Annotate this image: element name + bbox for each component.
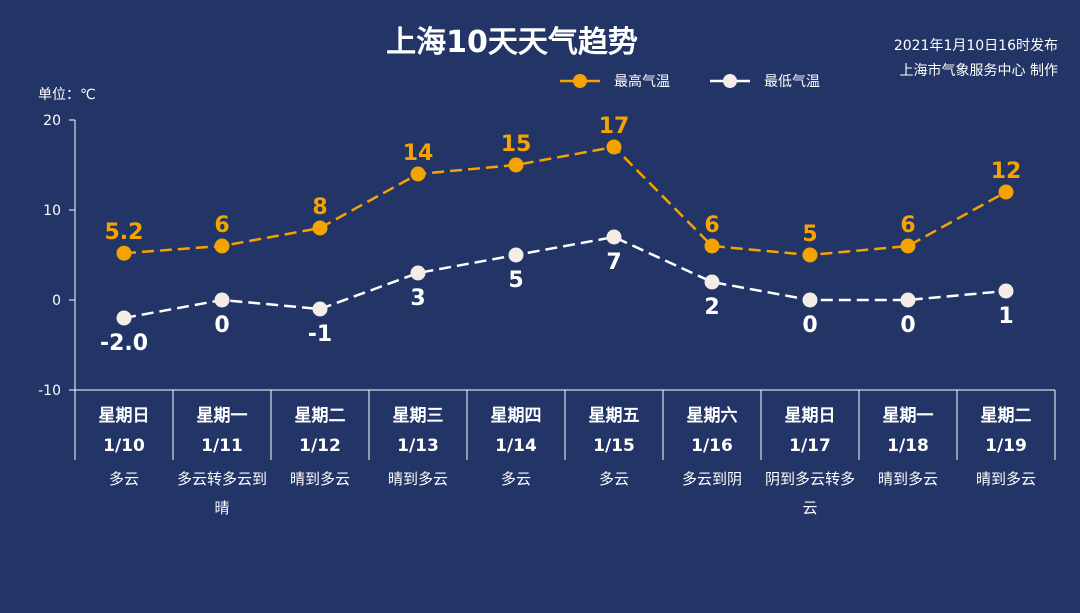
data-label-low: -1 bbox=[308, 322, 332, 347]
date-label: 1/13 bbox=[397, 436, 439, 456]
data-label-low: -2.0 bbox=[100, 331, 148, 356]
point-high bbox=[214, 238, 230, 254]
condition-label: 晴到多云 bbox=[388, 470, 448, 488]
weekday-label: 星期四 bbox=[491, 406, 542, 426]
point-low bbox=[998, 283, 1014, 299]
point-high bbox=[900, 238, 916, 254]
date-label: 1/19 bbox=[985, 436, 1027, 456]
point-low bbox=[214, 292, 230, 308]
point-high bbox=[312, 220, 328, 236]
point-high bbox=[508, 157, 524, 173]
series-line-low bbox=[123, 235, 1007, 320]
data-label-low: 0 bbox=[802, 313, 817, 338]
condition-label: 晴到多云 bbox=[976, 470, 1036, 488]
date-label: 1/11 bbox=[201, 436, 243, 456]
data-label-low: 1 bbox=[998, 304, 1013, 329]
date-label: 1/14 bbox=[495, 436, 537, 456]
data-label-low: 0 bbox=[900, 313, 915, 338]
legend-high-marker bbox=[573, 74, 587, 88]
series-points bbox=[116, 139, 1014, 326]
point-low bbox=[704, 274, 720, 290]
condition-label: 多云 bbox=[501, 470, 531, 488]
point-low bbox=[410, 265, 426, 281]
legend-low-label: 最低气温 bbox=[764, 74, 820, 90]
legend-high-label: 最高气温 bbox=[614, 73, 670, 90]
series-lines bbox=[123, 145, 1007, 320]
weekday-label: 星期三 bbox=[393, 406, 444, 426]
date-label: 1/16 bbox=[691, 436, 733, 456]
point-low bbox=[116, 310, 132, 326]
point-high bbox=[410, 166, 426, 182]
date-label: 1/15 bbox=[593, 436, 635, 456]
point-high bbox=[116, 245, 132, 261]
legend-low-marker bbox=[723, 74, 737, 88]
weekday-label: 星期二 bbox=[981, 406, 1032, 426]
point-high bbox=[998, 184, 1014, 200]
x-categories: 星期日 1/10 多云 星期一 1/11 多云转多云到晴 星期二 1/12 晴到多云 星期三 1/1… bbox=[99, 405, 1037, 517]
point-low bbox=[802, 292, 818, 308]
data-label-high: 5 bbox=[802, 222, 817, 247]
condition-label: 晴到多云 bbox=[290, 470, 350, 488]
data-label-high: 12 bbox=[991, 159, 1022, 184]
point-low bbox=[508, 247, 524, 263]
data-label-high: 6 bbox=[214, 213, 229, 238]
publisher: 上海市气象服务中心 制作 bbox=[900, 62, 1058, 79]
point-high bbox=[802, 247, 818, 263]
condition-label: 阴到多云转多云 bbox=[765, 470, 855, 517]
weekday-label: 星期一 bbox=[883, 406, 934, 426]
data-labels: 5.2 6 8 14 15 17 6 5 6 12 -2.0 0 -1 3 5 7 2 0 0 1 bbox=[100, 114, 1021, 356]
data-label-high: 6 bbox=[704, 213, 719, 238]
data-label-high: 5.2 bbox=[105, 220, 144, 245]
condition-label: 多云 bbox=[599, 470, 629, 488]
weekday-label: 星期一 bbox=[197, 406, 248, 426]
legend: 最高气温 最低气温 bbox=[560, 73, 820, 90]
data-label-low: 3 bbox=[410, 286, 425, 311]
date-label: 1/18 bbox=[887, 436, 929, 456]
point-low bbox=[312, 301, 328, 317]
point-low bbox=[900, 292, 916, 308]
data-label-low: 5 bbox=[508, 268, 523, 293]
date-label: 1/12 bbox=[299, 436, 341, 456]
y-tick-label: 0 bbox=[52, 293, 61, 309]
data-label-high: 17 bbox=[599, 114, 630, 139]
data-label-low: 0 bbox=[214, 313, 229, 338]
weekday-label: 星期日 bbox=[99, 406, 150, 426]
date-label: 1/17 bbox=[789, 436, 831, 456]
date-label: 1/10 bbox=[103, 436, 145, 456]
point-low bbox=[606, 229, 622, 245]
weekday-label: 星期五 bbox=[589, 406, 640, 426]
data-label-high: 15 bbox=[501, 132, 532, 157]
condition-label: 多云转多云到晴 bbox=[177, 470, 267, 517]
weekday-label: 星期六 bbox=[687, 405, 738, 426]
data-label-high: 6 bbox=[900, 213, 915, 238]
publish-time: 2021年1月10日16时发布 bbox=[894, 38, 1058, 54]
unit-label: 单位：℃ bbox=[38, 87, 96, 103]
data-label-high: 8 bbox=[312, 195, 327, 220]
weekday-label: 星期日 bbox=[785, 406, 836, 426]
y-tick-label: -10 bbox=[38, 383, 61, 399]
condition-label: 晴到多云 bbox=[878, 470, 938, 488]
chart-title: 上海10天天气趋势 bbox=[386, 25, 638, 60]
data-label-low: 7 bbox=[606, 250, 621, 275]
point-high bbox=[704, 238, 720, 254]
series-line-high bbox=[123, 145, 1007, 257]
point-high bbox=[606, 139, 622, 155]
y-tick-label: 20 bbox=[43, 113, 61, 129]
condition-label: 多云 bbox=[109, 470, 139, 488]
data-label-high: 14 bbox=[403, 141, 434, 166]
condition-label: 多云到阴 bbox=[682, 470, 742, 488]
weekday-label: 星期二 bbox=[295, 406, 346, 426]
y-tick-label: 10 bbox=[43, 203, 61, 219]
data-label-low: 2 bbox=[704, 295, 719, 320]
